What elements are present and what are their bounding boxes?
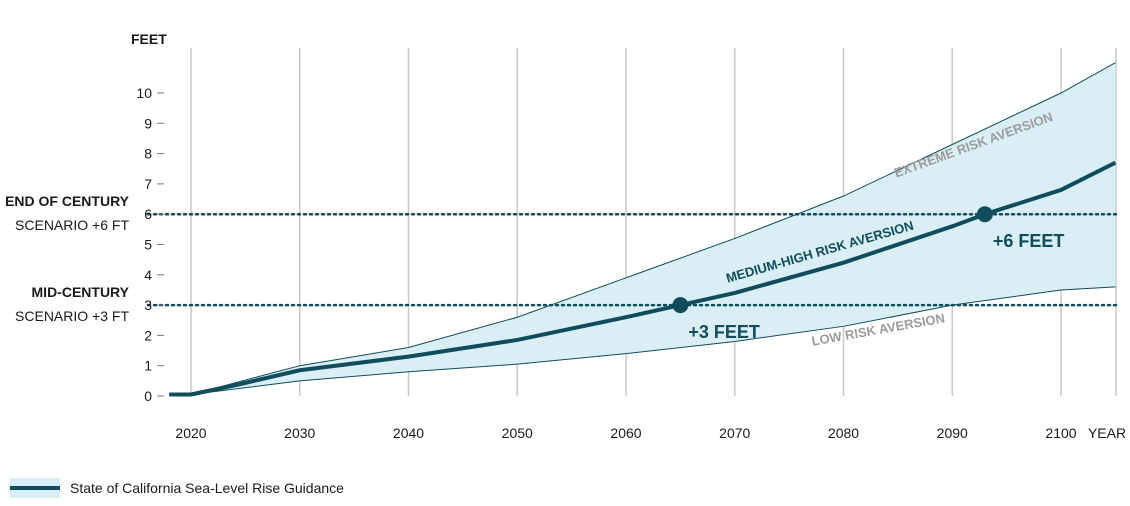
y-tick-label-9: 9 — [144, 115, 152, 131]
x-tick-label-2080: 2080 — [828, 425, 859, 441]
x-tick-label-2050: 2050 — [502, 425, 533, 441]
x-tick-label-2040: 2040 — [393, 425, 424, 441]
y-axis-title: FEET — [131, 31, 167, 47]
x-axis-title: YEAR — [1088, 425, 1126, 441]
reference-title-0: END OF CENTURY — [5, 193, 130, 209]
marker-label-0: +3 FEET — [688, 322, 760, 342]
x-tick-label-2060: 2060 — [610, 425, 641, 441]
risk-band-area — [169, 62, 1116, 395]
y-tick-label-7: 7 — [144, 176, 152, 192]
marker-point-0 — [672, 297, 689, 314]
band-lower-edge — [169, 286, 1116, 395]
x-tick-label-2070: 2070 — [719, 425, 750, 441]
reference-subtitle-0: SCENARIO +6 FT — [15, 217, 129, 233]
marker-point-1 — [976, 206, 993, 223]
band-group — [169, 62, 1116, 397]
marker-label-1: +6 FEET — [993, 231, 1065, 251]
x-tick-label-2030: 2030 — [284, 425, 315, 441]
y-tick-label-0: 0 — [144, 388, 152, 404]
x-tick-label-2100: 2100 — [1045, 425, 1076, 441]
y-tick-label-6: 6 — [144, 206, 152, 222]
y-tick-label-4: 4 — [144, 267, 152, 283]
y-tick-label-8: 8 — [144, 146, 152, 162]
y-tick-label-10: 10 — [136, 85, 152, 101]
legend: State of California Sea-Level Rise Guida… — [10, 478, 344, 498]
y-tick-label-5: 5 — [144, 237, 152, 253]
y-tick-label-3: 3 — [144, 297, 152, 313]
legend-swatch — [10, 478, 60, 498]
y-tick-label-1: 1 — [144, 358, 152, 374]
y-tick-label-2: 2 — [144, 327, 152, 343]
reference-title-1: MID-CENTURY — [32, 284, 130, 300]
band-upper-edge — [169, 62, 1116, 395]
reference-subtitle-1: SCENARIO +3 FT — [15, 308, 129, 324]
legend-label: State of California Sea-Level Rise Guida… — [70, 480, 344, 496]
x-tick-label-2090: 2090 — [937, 425, 968, 441]
x-tick-label-2020: 2020 — [175, 425, 206, 441]
